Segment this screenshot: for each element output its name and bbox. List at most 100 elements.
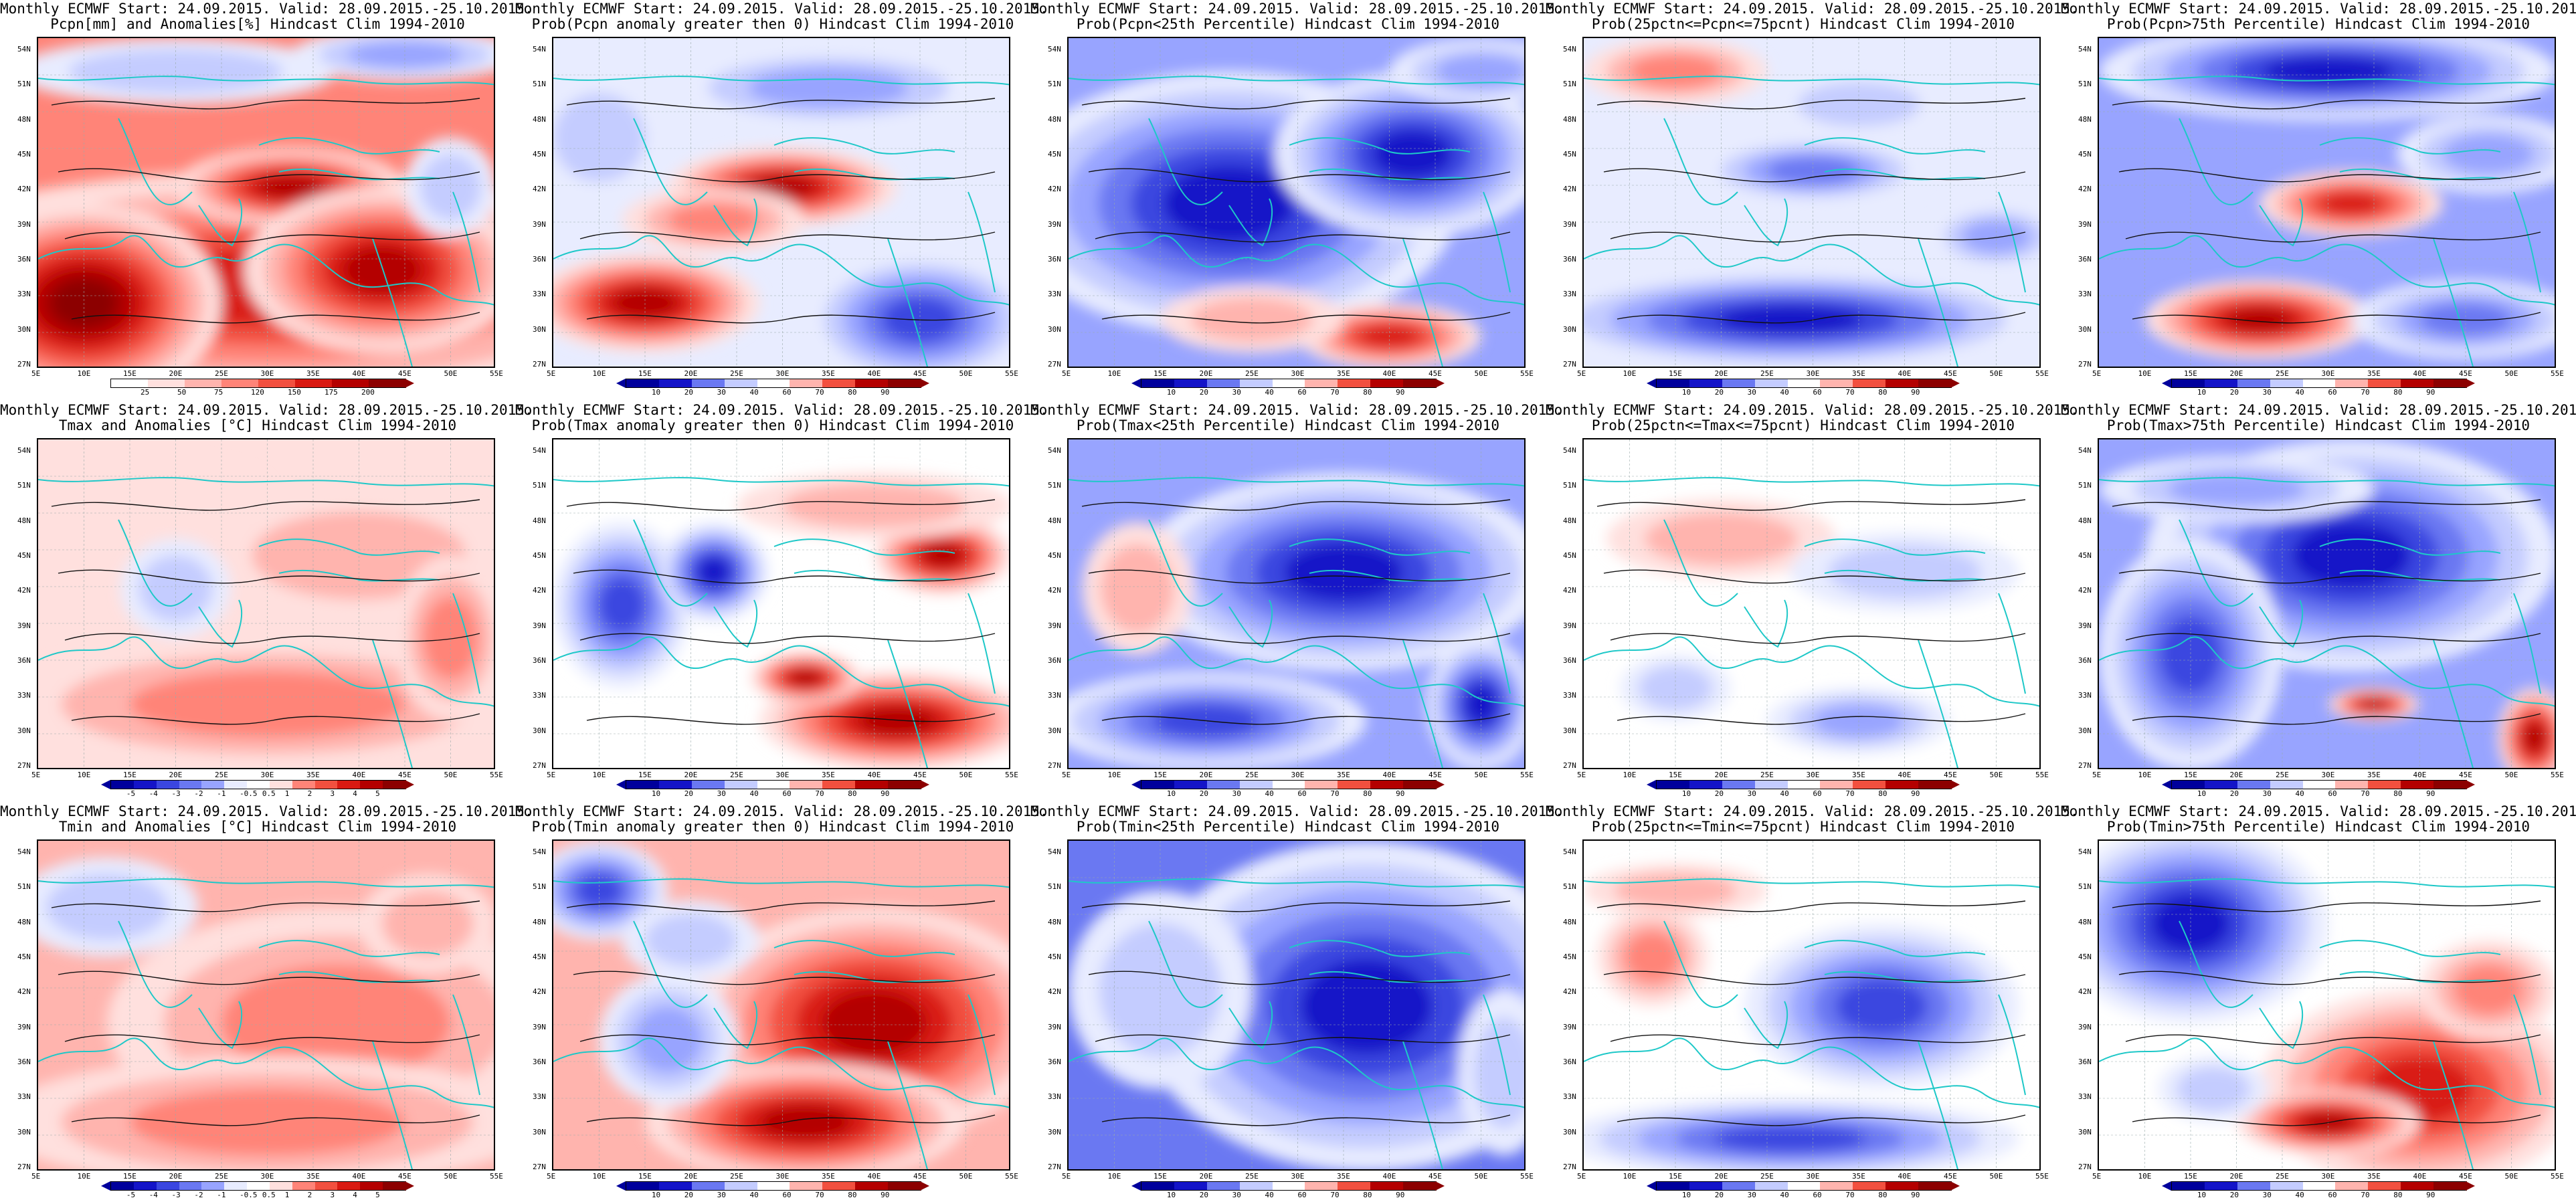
latitude-label: 54N <box>17 446 31 455</box>
latitude-label: 36N <box>2078 656 2092 665</box>
longitude-label: 45E <box>2459 1172 2472 1181</box>
latitude-label: 36N <box>2078 1058 2092 1066</box>
latitude-label: 48N <box>2078 516 2092 525</box>
field-blob <box>1714 1125 1867 1152</box>
contour-line <box>566 900 996 912</box>
longitude-label: 25E <box>2276 1172 2289 1181</box>
colorbar-label: 60 <box>1297 1191 1307 1199</box>
longitude-label: 30E <box>260 771 274 779</box>
panel-title: Monthly ECMWF Start: 24.09.2015. Valid: … <box>1030 403 1564 433</box>
contour-line <box>2132 713 2541 725</box>
longitude-label: 55E <box>490 369 503 378</box>
colorbar-label: 80 <box>1363 789 1372 798</box>
coastline <box>1148 920 1223 1008</box>
contour-line <box>579 633 996 644</box>
colorbar-swatch <box>790 781 823 789</box>
colorbar-label: 3 <box>330 789 335 798</box>
coastline <box>773 940 955 957</box>
contour-line <box>1095 1034 1511 1045</box>
colorbar-swatch <box>258 379 295 387</box>
latitude-label: 45N <box>1048 952 1061 961</box>
colorbar-swatch <box>822 1182 856 1190</box>
colorbar-label: 60 <box>1297 388 1307 397</box>
latitude-label: 33N <box>1563 691 1576 700</box>
longitude-label: 5E <box>31 771 41 779</box>
colorbar-label: 20 <box>684 1191 694 1199</box>
longitude-label: 20E <box>684 1172 698 1181</box>
longitude-label: 45E <box>1944 1172 1957 1181</box>
contour-line <box>2118 569 2541 584</box>
colorbar-arrow-right <box>1950 780 1960 789</box>
colorbar-label: 20 <box>1199 1191 1209 1199</box>
contour-line <box>1081 499 1511 511</box>
colorbar-label: 80 <box>1363 388 1372 397</box>
colorbar-label: 30 <box>1232 789 1241 798</box>
longitude-label: 40E <box>352 1172 366 1181</box>
coastline <box>553 235 1009 306</box>
longitude-label: 15E <box>123 1172 136 1181</box>
coastline <box>1824 971 1986 983</box>
colorbar-swatch <box>369 379 405 387</box>
latitude-label: 33N <box>533 1092 546 1102</box>
coastline <box>1584 76 2039 86</box>
longitude-label: 10E <box>1107 1172 1121 1181</box>
coastline <box>1289 538 1471 556</box>
colorbar-arrow-right <box>1950 379 1960 388</box>
colorbar-label: 20 <box>2229 789 2239 798</box>
colorbar-label: 40 <box>2295 789 2304 798</box>
colorbar <box>110 1181 406 1191</box>
panel-title: Monthly ECMWF Start: 24.09.2015. Valid: … <box>515 403 1048 433</box>
colorbar-label: 40 <box>1265 789 1274 798</box>
contour-line <box>64 633 480 644</box>
contour-line <box>2125 231 2541 243</box>
colorbar-swatch <box>1787 781 1821 789</box>
colorbar-swatch <box>1338 781 1371 789</box>
colorbar-label: 30 <box>1232 1191 1241 1199</box>
coastline <box>553 636 1009 707</box>
latitude-label: 42N <box>1563 987 1576 997</box>
coastline <box>38 1037 494 1108</box>
latitude-label: 30N <box>17 726 31 735</box>
colorbar-swatch <box>1370 1182 1404 1190</box>
latitude-label: 51N <box>1048 882 1061 892</box>
contour-line <box>1101 713 1511 725</box>
longitude-label: 15E <box>1669 1172 1682 1181</box>
colorbar-swatch <box>888 379 921 387</box>
colorbar-label: 10 <box>2197 1191 2207 1199</box>
contour-line <box>71 312 480 324</box>
colorbar-swatch <box>2204 379 2237 387</box>
colorbar-label: 10 <box>1166 1191 1176 1199</box>
contour-line <box>1095 633 1511 644</box>
colorbar-label: 60 <box>1813 1191 1822 1199</box>
map-area <box>37 438 495 769</box>
colorbar <box>110 780 406 789</box>
coastline <box>1483 593 1511 694</box>
colorbar-label: 2 <box>307 1191 312 1199</box>
longitude-label: 15E <box>123 369 136 378</box>
colorbar-swatch <box>247 781 270 789</box>
colorbar-label: 30 <box>1232 388 1241 397</box>
coastline <box>118 118 193 205</box>
coastline <box>887 639 928 768</box>
colorbar-swatch <box>1853 781 1886 789</box>
latitude-label: 33N <box>2078 1092 2092 1102</box>
colorbar-label: -1 <box>217 1191 226 1199</box>
colorbar-arrow-left <box>1131 780 1141 789</box>
colorbar-swatch <box>1206 1182 1240 1190</box>
colorbar-label: 70 <box>2361 388 2370 397</box>
colorbar-label: -5 <box>126 1191 136 1199</box>
colorbar-swatch <box>1657 781 1689 789</box>
coastline <box>1309 971 1471 983</box>
latitude-label: 54N <box>1048 847 1061 856</box>
longitude-label: 40E <box>2413 369 2427 378</box>
coastline <box>2099 878 2555 888</box>
colorbar-label: 50 <box>177 388 187 397</box>
colorbar-swatch <box>2368 781 2401 789</box>
colorbar-swatch <box>2401 379 2434 387</box>
panel-title: Monthly ECMWF Start: 24.09.2015. Valid: … <box>2061 804 2576 835</box>
colorbar-swatch <box>224 1182 248 1190</box>
contour-line <box>1617 1114 2026 1126</box>
contour-line <box>51 900 480 912</box>
map-field <box>2099 38 2555 367</box>
colorbar-swatch <box>1820 781 1853 789</box>
